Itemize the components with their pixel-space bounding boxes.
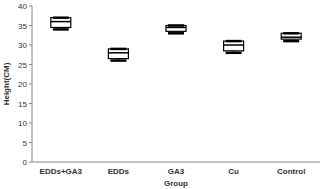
box [166, 26, 186, 32]
min-cap [110, 59, 126, 62]
y-tick-label: 40 [18, 2, 27, 11]
min-cap [53, 28, 69, 31]
x-tick-label: EDDs [108, 167, 130, 176]
max-cap [226, 40, 242, 43]
max-cap [110, 48, 126, 51]
min-cap [226, 52, 242, 55]
median [224, 44, 244, 46]
y-tick [29, 25, 32, 26]
median [51, 21, 71, 23]
box [51, 18, 71, 28]
y-tick-label: 20 [18, 80, 27, 89]
y-tick [29, 84, 32, 85]
max-cap [168, 24, 184, 27]
x-tick-label: EDDs+GA3 [40, 167, 83, 176]
y-tick-label: 25 [18, 61, 27, 70]
y-tick [29, 123, 32, 124]
y-tick [29, 142, 32, 143]
x-axis [32, 162, 320, 163]
y-tick-label: 0 [23, 158, 28, 167]
box [224, 41, 244, 51]
x-tick-label: Control [277, 167, 305, 176]
y-tick [29, 45, 32, 46]
boxes [51, 18, 301, 61]
y-tick-label: 30 [18, 41, 27, 50]
y-tick-label: 15 [18, 100, 27, 109]
max-cap [283, 32, 299, 35]
y-axis-label: Height(CM) [2, 62, 11, 105]
y-tick [29, 162, 32, 163]
box [108, 49, 128, 59]
median [108, 52, 128, 54]
x-axis-label: Group [164, 179, 188, 188]
min-cap [283, 40, 299, 43]
median [166, 27, 186, 29]
max-cap [53, 16, 69, 19]
y-tick-label: 5 [23, 139, 28, 148]
min-cap [168, 32, 184, 35]
y-tick-label: 10 [18, 119, 27, 128]
y-tick-label: 35 [18, 22, 27, 31]
x-tick-label: GA3 [168, 167, 185, 176]
chart: 0 5 10 15 20 25 30 35 40 EDDs+GA3 EDDs GA3 Cu Control… [0, 0, 325, 189]
x-tick-label: Cu [228, 167, 239, 176]
y-tick [29, 6, 32, 7]
box [281, 33, 301, 39]
median [281, 36, 301, 38]
y-tick [29, 64, 32, 65]
y-tick [29, 103, 32, 104]
